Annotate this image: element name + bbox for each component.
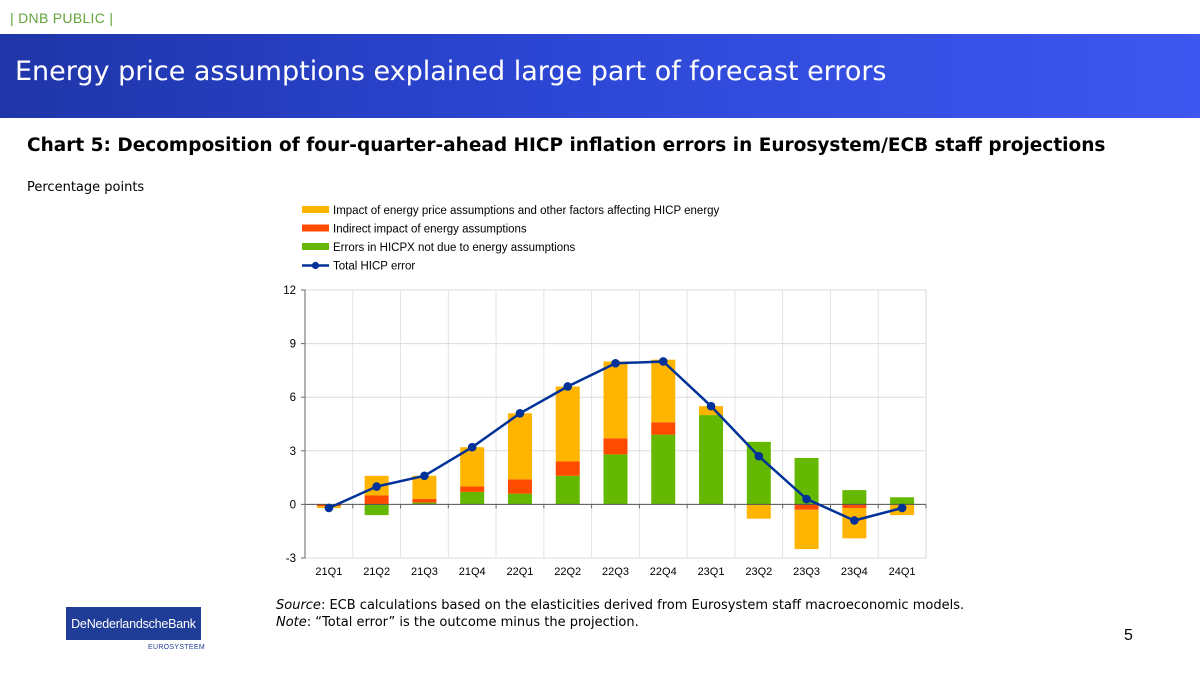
- x-tick-label: 22Q3: [602, 566, 629, 578]
- x-tick-label: 23Q3: [793, 566, 820, 578]
- y-tick-label: 6: [290, 392, 296, 404]
- chart-footnotes: Source: ECB calculations based on the el…: [276, 597, 964, 631]
- legend-swatch-1: [302, 224, 329, 232]
- total-point-22Q3: [611, 358, 620, 368]
- x-tick-label: 21Q1: [315, 566, 342, 578]
- y-tick-label: 12: [283, 285, 296, 297]
- x-tick-label: 23Q1: [698, 566, 725, 578]
- legend-swatch-2: [302, 243, 329, 250]
- total-point-23Q2: [754, 451, 764, 461]
- bar-21Q2-s2: [364, 504, 389, 516]
- chart-title: Chart 5: Decomposition of four-quarter-a…: [27, 135, 1106, 156]
- x-tick-label: 23Q4: [841, 566, 868, 578]
- x-tick-label: 21Q3: [411, 566, 438, 578]
- bar-22Q3-s0: [603, 361, 628, 439]
- bar-21Q4-s1: [460, 486, 485, 492]
- legend-label-2: Errors in HICPX not due to energy assump…: [333, 242, 576, 254]
- bar-21Q2-s1: [364, 495, 389, 505]
- x-tick-label: 22Q4: [650, 566, 677, 578]
- total-point-21Q1: [324, 503, 334, 513]
- page-number: 5: [1124, 627, 1133, 644]
- bar-24Q1-s2: [890, 497, 915, 505]
- x-tick-label: 24Q1: [889, 566, 916, 578]
- total-point-21Q3: [420, 471, 429, 481]
- y-tick-label: 0: [290, 499, 296, 511]
- total-point-22Q2: [563, 382, 573, 391]
- bar-22Q4-s1: [651, 422, 676, 435]
- bar-22Q4-s2: [651, 434, 676, 505]
- x-tick-label: 21Q2: [363, 566, 390, 578]
- bar-22Q3-s1: [603, 438, 628, 455]
- note: Note: “Total error” is the outcome minus…: [276, 615, 639, 630]
- y-tick-label: 3: [290, 446, 296, 458]
- total-point-24Q1: [897, 503, 907, 513]
- bar-23Q2-s2: [746, 441, 771, 505]
- chart-subtitle: Percentage points: [27, 180, 145, 195]
- bar-23Q3-s0: [794, 509, 819, 550]
- bar-21Q3-s2: [412, 502, 437, 505]
- legend-label-1: Indirect impact of energy assumptions: [333, 224, 527, 236]
- total-point-21Q2: [372, 482, 381, 491]
- x-tick-label: 22Q1: [507, 566, 534, 578]
- total-point-23Q3: [802, 494, 811, 504]
- chart-total-line: [324, 357, 907, 525]
- total-point-23Q1: [706, 401, 716, 411]
- x-tick-label: 23Q2: [745, 566, 772, 578]
- dnb-logo: DeNederlandscheBank: [66, 607, 201, 640]
- total-point-21Q4: [467, 442, 477, 452]
- bar-22Q1-s2: [507, 493, 532, 505]
- x-tick-label: 22Q2: [554, 566, 581, 578]
- source-note: Source: ECB calculations based on the el…: [276, 598, 965, 613]
- chart-axes: -3 0 3 6 9 12 21Q1 21Q2 21Q3 21Q4 22Q1 22Q2 22Q3 22Q4…: [283, 285, 927, 578]
- bar-21Q4-s2: [460, 491, 485, 505]
- bar-23Q3-s1: [794, 504, 819, 510]
- x-tick-label: 21Q4: [459, 566, 486, 578]
- total-point-23Q4: [850, 516, 859, 525]
- slide-title: Energy price assumptions explained large…: [15, 56, 887, 87]
- total-point-22Q1: [515, 408, 525, 418]
- title-banner: Energy price assumptions explained large…: [0, 34, 1200, 118]
- total-point-22Q4: [658, 357, 668, 366]
- legend-label-0: Impact of energy price assumptions and o…: [333, 205, 720, 217]
- bar-23Q4-s2: [842, 490, 867, 505]
- bar-23Q4-s1: [842, 504, 867, 508]
- classification-label: | DNB PUBLIC |: [10, 10, 114, 26]
- y-tick-label: -3: [286, 553, 296, 565]
- dnb-logo-subtext: EUROSYSTEEM: [148, 644, 205, 651]
- legend-marker-3: [311, 261, 320, 270]
- bar-23Q2-s0: [746, 504, 771, 519]
- bar-22Q2-s0: [555, 386, 580, 462]
- bar-23Q1-s2: [699, 415, 724, 505]
- chart-bars: [316, 359, 915, 550]
- bar-21Q3-s1: [412, 499, 437, 503]
- legend-label-3: Total HICP error: [333, 261, 415, 273]
- chart-legend: Impact of energy price assumptions and o…: [302, 205, 720, 273]
- legend-swatch-0: [302, 206, 329, 213]
- bar-22Q2-s1: [555, 461, 580, 476]
- y-tick-label: 9: [290, 339, 296, 351]
- bar-23Q1-s0: [699, 406, 724, 416]
- bar-22Q3-s2: [603, 454, 628, 505]
- bar-21Q4-s0: [460, 447, 485, 487]
- bar-21Q3-s0: [412, 475, 437, 500]
- bar-22Q1-s0: [507, 413, 532, 480]
- bar-22Q2-s2: [555, 475, 580, 505]
- bar-22Q1-s1: [507, 479, 532, 494]
